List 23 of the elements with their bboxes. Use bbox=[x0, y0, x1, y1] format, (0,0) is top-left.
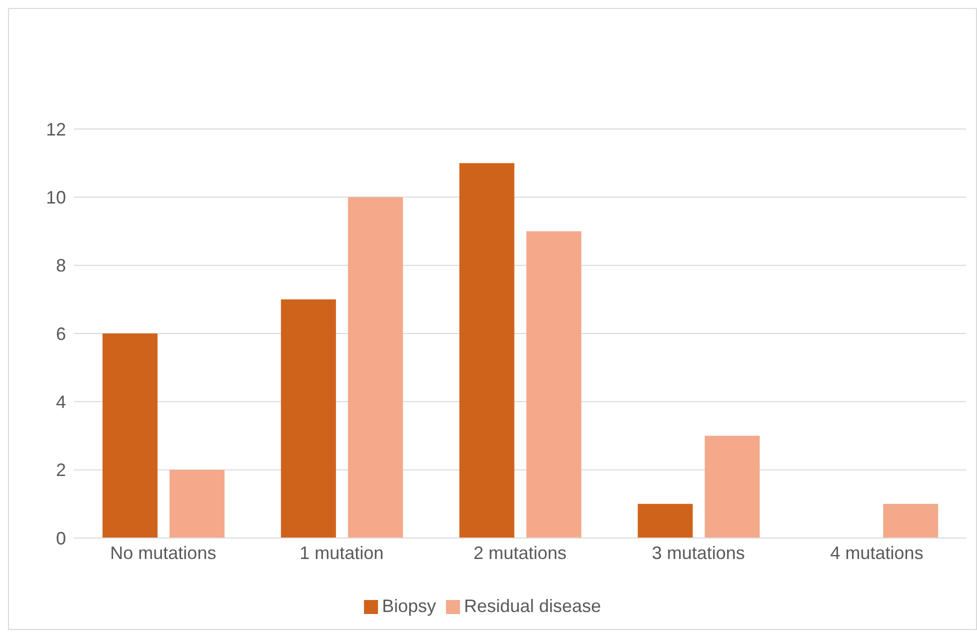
x-tick-label: 1 mutation bbox=[300, 542, 384, 563]
bar bbox=[348, 197, 403, 538]
bar bbox=[170, 470, 225, 538]
y-tick-label: 0 bbox=[56, 528, 66, 548]
bar bbox=[883, 504, 938, 538]
x-tick-label: 4 mutations bbox=[830, 542, 924, 563]
y-tick-label: 6 bbox=[56, 324, 66, 344]
legend-label: Biopsy bbox=[382, 596, 436, 616]
y-tick-label: 12 bbox=[46, 119, 66, 140]
bar bbox=[638, 504, 693, 538]
bar bbox=[102, 334, 158, 538]
y-tick-label: 2 bbox=[56, 460, 66, 480]
x-tick-label: No mutations bbox=[110, 542, 216, 563]
bar bbox=[459, 163, 514, 538]
bar bbox=[280, 299, 336, 538]
legend-label: Residual disease bbox=[464, 596, 602, 616]
x-tick-label: 2 mutations bbox=[473, 542, 567, 563]
bar bbox=[704, 436, 760, 538]
y-tick-label: 8 bbox=[56, 256, 66, 276]
x-tick-label: 3 mutations bbox=[652, 542, 745, 563]
bar bbox=[526, 231, 582, 538]
y-tick-label: 10 bbox=[46, 188, 66, 208]
y-tick-label: 4 bbox=[56, 392, 66, 412]
